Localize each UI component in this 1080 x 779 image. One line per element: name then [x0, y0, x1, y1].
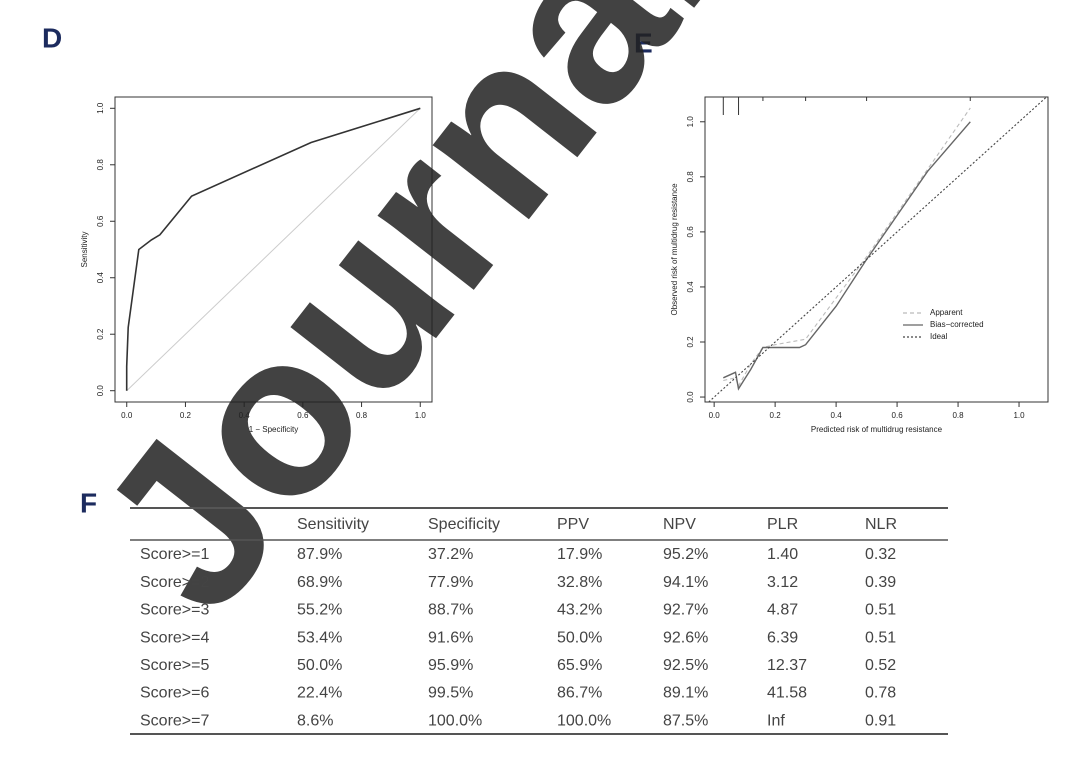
x-tick-label: 0.6: [892, 411, 904, 420]
table-cell: 0.52: [865, 657, 896, 674]
table-cell: Score>=6: [140, 685, 209, 702]
table-cell: 94.1%: [663, 574, 708, 591]
table-cell: 50.0%: [297, 657, 342, 674]
table-cell: 95.2%: [663, 546, 708, 563]
plot-frame: [114, 96, 433, 403]
table-cell: 87.5%: [663, 712, 708, 729]
plot-frame: [704, 96, 1049, 403]
table-cell: 0.91: [865, 712, 896, 729]
table-cell: 92.7%: [663, 602, 708, 619]
y-tick-label: 1.0: [686, 116, 695, 128]
table-cell: Score>=2: [140, 574, 209, 591]
table-cell: 0.51: [865, 602, 896, 619]
calibration-line: [708, 96, 1047, 403]
table-cell: 88.7%: [428, 602, 473, 619]
table-header: Sensitivity: [297, 516, 369, 533]
table-cell: 86.7%: [557, 685, 602, 702]
x-tick-label: 0.8: [952, 411, 964, 420]
table-cell: 1.40: [767, 546, 798, 563]
table-cell: 8.6%: [297, 712, 333, 729]
table-cell: 91.6%: [428, 629, 473, 646]
y-tick-label: 0.4: [96, 272, 105, 284]
table-cell: 100.0%: [557, 712, 611, 729]
y-tick-label: 0.6: [686, 226, 695, 238]
roc-curve: [125, 107, 421, 391]
table-cell: 53.4%: [297, 629, 342, 646]
table-cell: Score>=3: [140, 602, 209, 619]
y-tick-label: 1.0: [96, 102, 105, 114]
x-tick-label: 1.0: [415, 411, 427, 420]
y-tick-label: 0.2: [686, 336, 695, 348]
table-header: Specificity: [428, 516, 500, 533]
calibration-line: [723, 121, 971, 391]
table-cell: 32.8%: [557, 574, 602, 591]
panel-label: D: [42, 22, 62, 53]
panel-label: F: [80, 487, 97, 518]
y-tick-label: 0.0: [96, 385, 105, 397]
table-cell: 0.32: [865, 546, 896, 563]
table-cell: 89.1%: [663, 685, 708, 702]
x-tick-label: 1.0: [1013, 411, 1025, 420]
legend-label: Bias−corrected: [930, 320, 984, 329]
table-cell: Score>=4: [140, 629, 209, 646]
table-cell: 0.39: [865, 574, 896, 591]
table-cell: 41.58: [767, 685, 807, 702]
table-cell: 3.12: [767, 574, 798, 591]
table-cell: Inf: [767, 712, 785, 729]
table-cell: 65.9%: [557, 657, 602, 674]
y-tick-label: 0.2: [96, 328, 105, 340]
panel-label: E: [634, 27, 653, 58]
table-cell: 50.0%: [557, 629, 602, 646]
table-cell: 12.37: [767, 657, 807, 674]
table-cell: 95.9%: [428, 657, 473, 674]
table-cell: 68.9%: [297, 574, 342, 591]
x-tick-label: 0.2: [180, 411, 192, 420]
reference-line: [126, 107, 421, 392]
table-cell: 0.78: [865, 685, 896, 702]
y-tick-label: 0.8: [686, 171, 695, 183]
table-cell: 43.2%: [557, 602, 602, 619]
table-cell: 99.5%: [428, 685, 473, 702]
x-tick-label: 0.0: [709, 411, 721, 420]
calibration-line: [723, 107, 971, 388]
table-cell: Score>=7: [140, 712, 209, 729]
table-header: NLR: [865, 516, 897, 533]
table-cell: 4.87: [767, 602, 798, 619]
table-cell: 100.0%: [428, 712, 482, 729]
x-tick-label: 0.6: [297, 411, 309, 420]
y-tick-label: 0.4: [686, 281, 695, 293]
y-axis-label: Sensitivity: [80, 231, 89, 267]
x-tick-label: 0.2: [770, 411, 782, 420]
table-cell: 92.5%: [663, 657, 708, 674]
table-header: NPV: [663, 516, 696, 533]
table-cell: Score>=5: [140, 657, 209, 674]
table-header: PLR: [767, 516, 798, 533]
legend-label: Apparent: [930, 308, 963, 317]
y-tick-label: 0.0: [686, 391, 695, 403]
x-axis-label: 1 − Specificity: [249, 425, 299, 434]
x-axis-label: Predicted risk of multidrug resistance: [811, 425, 943, 434]
table-cell: 92.6%: [663, 629, 708, 646]
table-cell: Score>=1: [140, 546, 209, 563]
y-axis-label: Observed risk of multidrug resistance: [670, 183, 679, 316]
table-cell: 37.2%: [428, 546, 473, 563]
table-cell: 77.9%: [428, 574, 473, 591]
legend-label: Ideal: [930, 332, 948, 341]
x-tick-label: 0.0: [121, 411, 133, 420]
x-tick-label: 0.8: [356, 411, 368, 420]
y-tick-label: 0.8: [96, 159, 105, 171]
table-header: PPV: [557, 516, 589, 533]
table-cell: 17.9%: [557, 546, 602, 563]
y-tick-label: 0.6: [96, 215, 105, 227]
table-cell: 6.39: [767, 629, 798, 646]
x-tick-label: 0.4: [239, 411, 251, 420]
table-cell: 0.51: [865, 629, 896, 646]
table-cell: 22.4%: [297, 685, 342, 702]
x-tick-label: 0.4: [831, 411, 843, 420]
table-cell: 55.2%: [297, 602, 342, 619]
table-cell: 87.9%: [297, 546, 342, 563]
